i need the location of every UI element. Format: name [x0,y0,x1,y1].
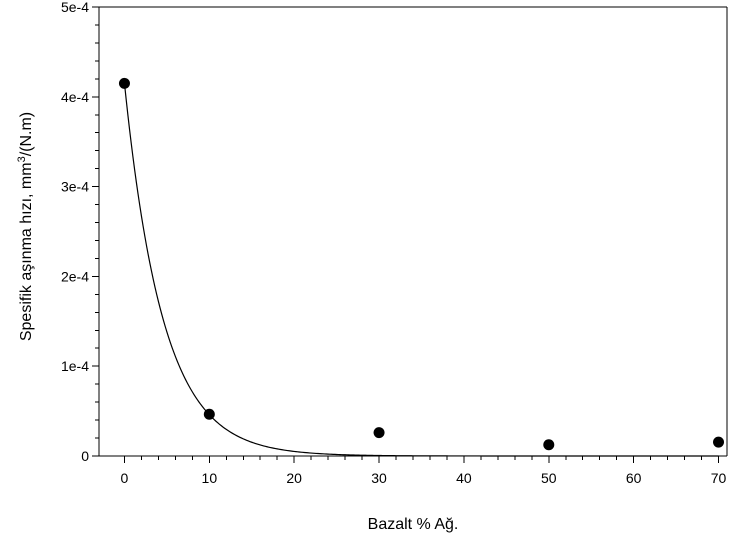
y-tick-label: 5e-4 [61,0,89,15]
y-tick-label: 0 [81,448,89,464]
data-point [713,436,725,448]
x-tick-label: 50 [541,470,557,486]
fit-curve-group [123,83,719,457]
data-point [373,427,385,439]
ticks: 0 10 20 30 40 50 60 70 0 1e-4 2e-4 3e-4 4e-4 5e-4 [61,0,727,486]
y-axis-title-suffix: /(N.m) [18,112,35,156]
data-points [118,77,725,451]
data-point [203,408,215,420]
x-tick-label: 10 [202,470,218,486]
fit-curve-line [123,83,719,457]
x-tick-label: 0 [121,470,129,486]
x-tick-label: 20 [286,470,302,486]
x-tick-label: 60 [626,470,642,486]
data-point [543,439,555,451]
x-tick-label: 30 [371,470,387,486]
x-tick-label: 40 [456,470,472,486]
y-axis-title: Spesifik aşınma hızı, mm3/(N.m) [16,112,35,341]
data-point [118,77,130,89]
y-tick-label: 3e-4 [61,179,89,195]
x-tick-label: 70 [711,470,727,486]
y-tick-label: 2e-4 [61,268,89,284]
y-tick-label: 4e-4 [61,89,89,105]
y-tick-label: 1e-4 [61,358,89,374]
x-axis-title: Bazalt % Ağ. [368,516,459,533]
y-axis-title-superscript: 3 [16,156,28,162]
axes [98,6,728,457]
y-axis-title-prefix: Spesifik aşınma hızı, mm [18,162,35,341]
